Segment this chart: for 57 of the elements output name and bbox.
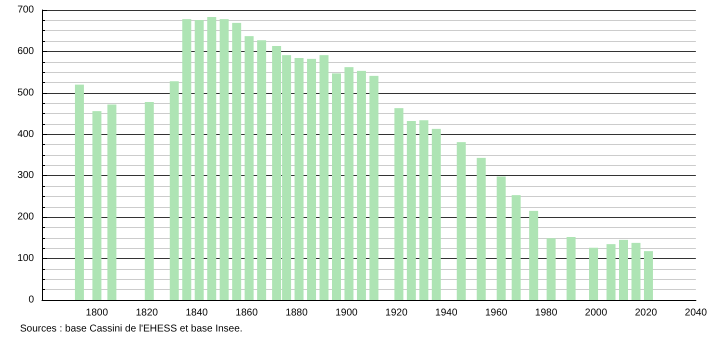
bar xyxy=(369,76,378,300)
bar xyxy=(529,210,538,300)
y-tick-label: 400 xyxy=(17,128,34,140)
x-tick-label: 1840 xyxy=(186,308,208,318)
bar xyxy=(589,248,598,300)
bar xyxy=(220,19,229,300)
y-tick-label: 200 xyxy=(17,212,34,223)
x-tick-label: 2020 xyxy=(634,308,658,318)
x-tick-label: 1800 xyxy=(86,308,108,318)
bar xyxy=(356,70,366,300)
bar xyxy=(344,67,354,300)
x-tick-label: 1820 xyxy=(136,308,158,318)
x-tick-label: 1880 xyxy=(285,308,308,318)
bar xyxy=(332,73,341,300)
bar xyxy=(107,104,116,300)
bar xyxy=(619,240,628,300)
x-tick-label: 1940 xyxy=(435,308,458,318)
x-tick-label: 1920 xyxy=(385,308,408,318)
bar xyxy=(419,120,428,300)
bar xyxy=(644,251,653,300)
bar xyxy=(546,238,556,300)
bar xyxy=(432,128,441,300)
bar xyxy=(257,40,266,300)
bar xyxy=(92,111,102,300)
bar xyxy=(144,102,154,300)
y-tick-label: 700 xyxy=(17,4,34,16)
bar xyxy=(320,55,329,300)
bar xyxy=(74,84,84,300)
bar xyxy=(194,20,204,300)
bar xyxy=(244,36,254,300)
x-tick-label: 1900 xyxy=(335,308,358,318)
bar xyxy=(631,242,640,300)
bar xyxy=(496,176,506,300)
bar xyxy=(476,158,486,300)
bar xyxy=(170,81,179,300)
y-tick-label: 100 xyxy=(17,253,34,264)
bar xyxy=(207,17,216,300)
x-tick-label: 2000 xyxy=(584,308,608,318)
x-tick-label: 1860 xyxy=(236,308,258,318)
bar xyxy=(512,195,521,300)
bar xyxy=(307,58,316,300)
y-tick-label: 300 xyxy=(17,170,34,182)
bar xyxy=(606,244,616,300)
bar xyxy=(394,108,404,300)
source-note: Sources : base Cassini de l'EHESS et base Insee. xyxy=(20,324,243,334)
bar xyxy=(566,237,576,300)
y-tick-label: 500 xyxy=(17,87,34,98)
y-tick-label: 600 xyxy=(17,46,34,57)
bar xyxy=(456,142,466,300)
x-tick-label: 1980 xyxy=(535,308,558,318)
bar xyxy=(182,19,192,300)
bar xyxy=(294,58,304,300)
y-tick-label: 0 xyxy=(28,294,34,306)
bar xyxy=(232,22,242,300)
x-tick-label: 2040 xyxy=(684,308,708,318)
x-tick-label: 1960 xyxy=(485,308,508,318)
bar xyxy=(406,121,416,300)
